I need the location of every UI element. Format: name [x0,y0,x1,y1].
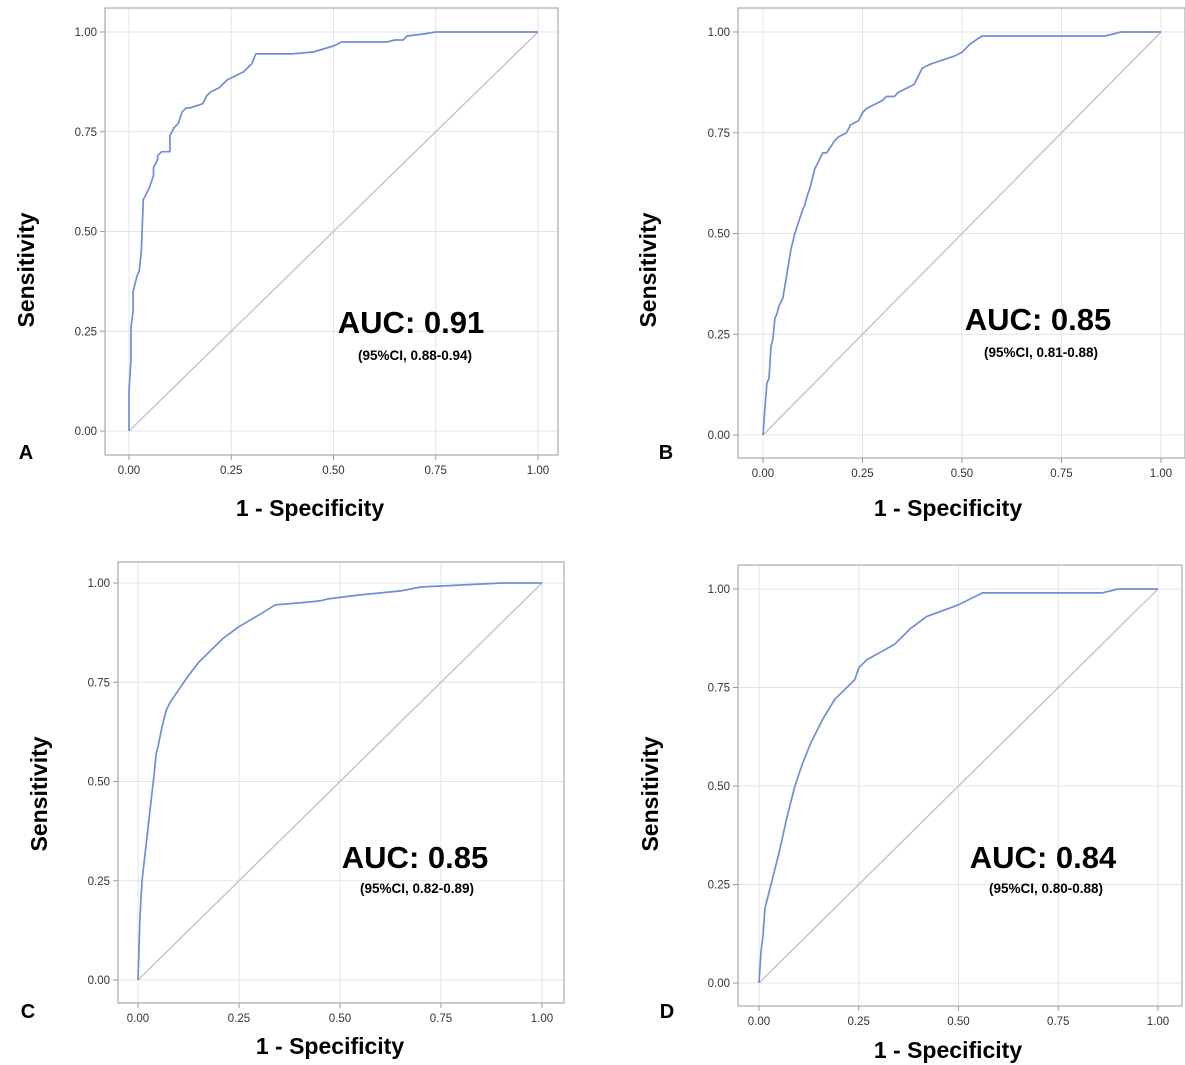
y-tick-label: 1.00 [708,584,730,596]
y-tick-label: 0.50 [75,227,97,239]
y-tick-label: 0.00 [75,426,97,438]
x-tick-label: 0.50 [951,468,973,480]
y-tick-label: 0.00 [708,430,730,442]
panel-letter: A [19,442,33,464]
roc-curve-line [128,31,538,431]
reference-diagonal-line [758,588,1159,984]
x-tick-label: 0.75 [1050,468,1072,480]
roc-curve-line [762,31,1161,436]
x-tick-label: 0.00 [748,1016,770,1028]
y-tick-label: 0.25 [708,880,730,892]
y-tick-label: 0.75 [708,128,730,140]
x-tick-label: 0.75 [1047,1016,1069,1028]
roc-panel-c: 0.00 0.25 0.50 0.75 1.00 0.00 0.25 0.50 0.75 1.00… [21,561,565,1059]
auc-annotation: AUC: 0.85 [965,302,1111,337]
panel-letter: D [660,1001,674,1023]
x-tick-label: 0.25 [220,465,242,477]
panel-letter: C [21,1001,35,1023]
roc-curve-line [758,588,1158,984]
y-tick-label: 0.50 [88,777,110,789]
y-tick-label: 1.00 [88,578,110,590]
auc-annotation: AUC: 0.84 [970,840,1117,875]
y-axis-title: Sensitivity [635,212,661,327]
y-tick-label: 0.50 [708,229,730,241]
y-tick-label: 0.75 [88,677,110,689]
y-tick-label: 0.00 [88,975,110,987]
roc-panel-b: 0.00 0.25 0.50 0.75 1.00 0.00 0.25 0.50 0.75 1.00… [635,7,1185,521]
reference-diagonal-line [762,31,1162,436]
x-tick-label: 0.00 [752,468,774,480]
x-tick-label: 1.00 [527,465,549,477]
x-tick-label: 0.50 [322,465,344,477]
panel-letter: B [659,442,673,464]
y-axis-title: Sensitivity [637,736,663,851]
x-tick-label: 1.00 [1150,468,1172,480]
y-tick-label: 0.75 [708,683,730,695]
x-tick-label: 0.75 [425,465,447,477]
x-tick-label: 0.75 [430,1013,452,1025]
roc-panel-a: 0.00 0.25 0.50 0.75 1.00 0.00 0.25 0.50 0.75 1.00… [13,7,559,521]
x-tick-label: 0.25 [851,468,873,480]
ci-annotation: (95%CI, 0.81-0.88) [984,345,1098,360]
x-axis-title: 1 - Specificity [236,495,384,521]
x-tick-label: 0.50 [329,1013,351,1025]
x-tick-label: 0.00 [118,465,140,477]
y-tick-label: 0.25 [88,876,110,888]
y-tick-label: 0.25 [708,329,730,341]
y-tick-label: 0.25 [75,326,97,338]
y-axis-title: Sensitivity [13,212,39,327]
reference-diagonal-line [128,31,539,432]
x-tick-label: 0.25 [228,1013,250,1025]
roc-curve-line [137,582,542,981]
x-tick-label: 1.00 [1147,1016,1169,1028]
x-tick-label: 1.00 [531,1013,553,1025]
x-tick-label: 0.50 [947,1016,969,1028]
reference-diagonal-line [137,582,543,981]
ci-annotation: (95%CI, 0.80-0.88) [989,881,1103,896]
x-axis-title: 1 - Specificity [256,1033,404,1059]
auc-annotation: AUC: 0.85 [342,840,488,875]
roc-panel-d: 0.00 0.25 0.50 0.75 1.00 0.00 0.25 0.50 0.75 1.00… [637,564,1183,1063]
y-tick-label: 1.00 [75,27,97,39]
ci-annotation: (95%CI, 0.82-0.89) [360,881,474,896]
y-tick-label: 0.00 [708,978,730,990]
x-axis-title: 1 - Specificity [874,1037,1022,1063]
x-tick-label: 0.25 [848,1016,870,1028]
x-axis-title: 1 - Specificity [874,495,1022,521]
auc-annotation: AUC: 0.91 [338,305,484,340]
y-axis-title: Sensitivity [26,736,52,851]
y-tick-label: 0.75 [75,127,97,139]
x-tick-label: 0.00 [127,1013,149,1025]
y-tick-label: 1.00 [708,27,730,39]
y-tick-label: 0.50 [708,781,730,793]
plot-frame [117,561,565,1004]
ci-annotation: (95%CI, 0.88-0.94) [358,348,472,363]
